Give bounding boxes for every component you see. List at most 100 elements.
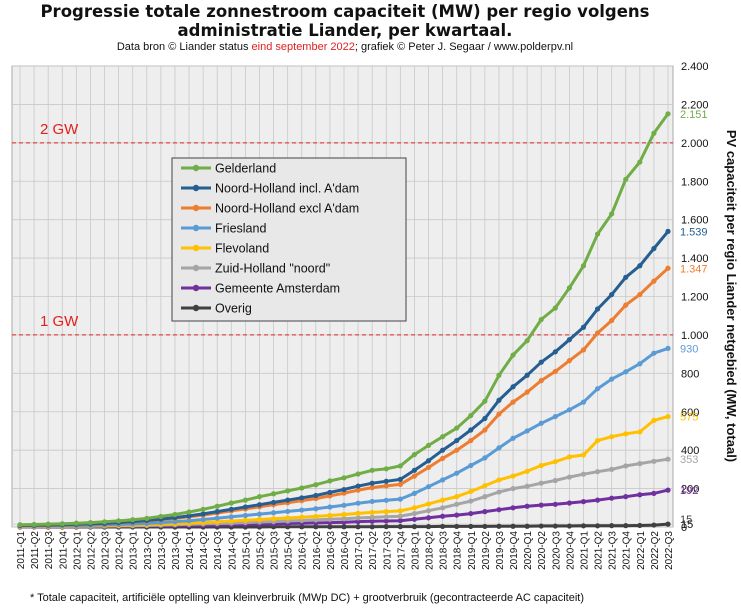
legend-item-label: Zuid-Holland "noord": [215, 262, 330, 276]
data-point: [299, 495, 305, 501]
data-point: [242, 504, 248, 510]
data-point: [665, 345, 671, 351]
x-tick-label: 2020-Q2: [537, 531, 548, 570]
data-point: [468, 412, 474, 419]
x-tick-label: 2012-Q1: [72, 531, 83, 570]
data-point: [454, 512, 460, 518]
data-point: [566, 358, 572, 364]
x-tick-label: 2012-Q4: [115, 531, 126, 570]
data-point: [130, 517, 136, 523]
legend-swatch-marker: [192, 284, 200, 292]
data-point: [299, 485, 305, 491]
x-tick-label: 2021-Q4: [622, 531, 633, 570]
data-point: [552, 501, 558, 507]
data-point: [341, 511, 347, 518]
subtitle-suffix: ; grafiek © Peter J. Segaar / www.polder…: [354, 41, 574, 53]
data-point: [468, 437, 474, 444]
data-point: [256, 511, 263, 517]
data-point: [228, 500, 234, 506]
data-point: [425, 524, 432, 530]
legend-item-label: Noord-Holland incl. A'dam: [215, 182, 359, 196]
data-point: [397, 513, 403, 519]
data-point: [158, 513, 164, 520]
x-tick-label: 2022-Q3: [664, 531, 675, 570]
data-point: [327, 489, 333, 496]
data-point: [651, 490, 657, 496]
data-point: [580, 347, 587, 353]
data-point: [468, 523, 474, 530]
x-tick-label: 2013-Q3: [157, 531, 168, 570]
data-point: [524, 428, 530, 434]
data-point: [580, 452, 587, 458]
data-point: [566, 285, 572, 291]
data-point: [256, 494, 263, 500]
data-point: [355, 519, 361, 525]
data-point: [341, 490, 347, 496]
data-point: [665, 521, 671, 527]
data-point: [609, 523, 615, 529]
end-value-label: 1.539: [680, 226, 708, 238]
data-point: [637, 159, 643, 165]
data-point: [313, 482, 319, 488]
y-tick-label: 15: [681, 519, 693, 531]
data-point: [594, 469, 601, 475]
data-point: [552, 413, 558, 420]
data-point: [510, 399, 516, 405]
y-tick-label: 200: [681, 484, 699, 496]
legend-item-label: Friesland: [215, 222, 266, 236]
data-point: [482, 455, 488, 461]
data-point: [425, 515, 432, 521]
data-point: [383, 514, 389, 520]
data-point: [566, 454, 572, 460]
data-point: [186, 513, 192, 519]
data-point: [468, 510, 474, 517]
data-point: [496, 397, 502, 403]
chart-title-line-2: administratie Liander, per kwartaal.: [177, 21, 513, 40]
data-point: [482, 427, 488, 433]
data-point: [341, 524, 347, 530]
x-tick-label: 2022-Q2: [650, 531, 661, 570]
x-tick-label: 2013-Q2: [143, 531, 154, 570]
y-tick-label: 0: [681, 522, 687, 534]
data-point: [468, 488, 474, 495]
data-point: [538, 462, 544, 469]
y-tick-label: 1.400: [681, 253, 709, 265]
data-point: [538, 480, 544, 486]
data-point: [454, 470, 460, 476]
data-point: [637, 291, 643, 298]
data-point: [454, 425, 460, 431]
data-point: [285, 508, 291, 515]
data-point: [510, 352, 516, 358]
data-point: [623, 523, 629, 529]
data-point: [228, 518, 234, 524]
data-point: [397, 476, 403, 482]
data-point: [186, 518, 192, 524]
data-point: [454, 494, 460, 500]
data-point: [566, 500, 572, 506]
data-point: [327, 478, 333, 484]
legend-box: [171, 157, 407, 322]
data-point: [510, 485, 516, 492]
data-point: [552, 368, 558, 375]
data-point: [425, 501, 432, 507]
data-point: [341, 475, 347, 481]
data-point: [609, 495, 615, 501]
data-point: [369, 498, 375, 505]
data-point: [496, 372, 502, 378]
data-point: [665, 413, 671, 420]
data-point: [411, 467, 418, 473]
x-tick-label: 2014-Q3: [213, 531, 224, 570]
data-point: [524, 372, 530, 378]
data-point: [651, 245, 657, 252]
data-point: [454, 501, 460, 507]
data-point: [594, 523, 601, 529]
data-point: [609, 434, 615, 440]
data-point: [214, 503, 220, 509]
x-tick-label: 2013-Q4: [171, 531, 182, 570]
data-point: [538, 502, 544, 508]
data-point: [355, 471, 361, 477]
data-point: [87, 519, 94, 526]
data-point: [580, 324, 587, 330]
data-point: [482, 523, 488, 530]
data-point: [623, 431, 629, 437]
